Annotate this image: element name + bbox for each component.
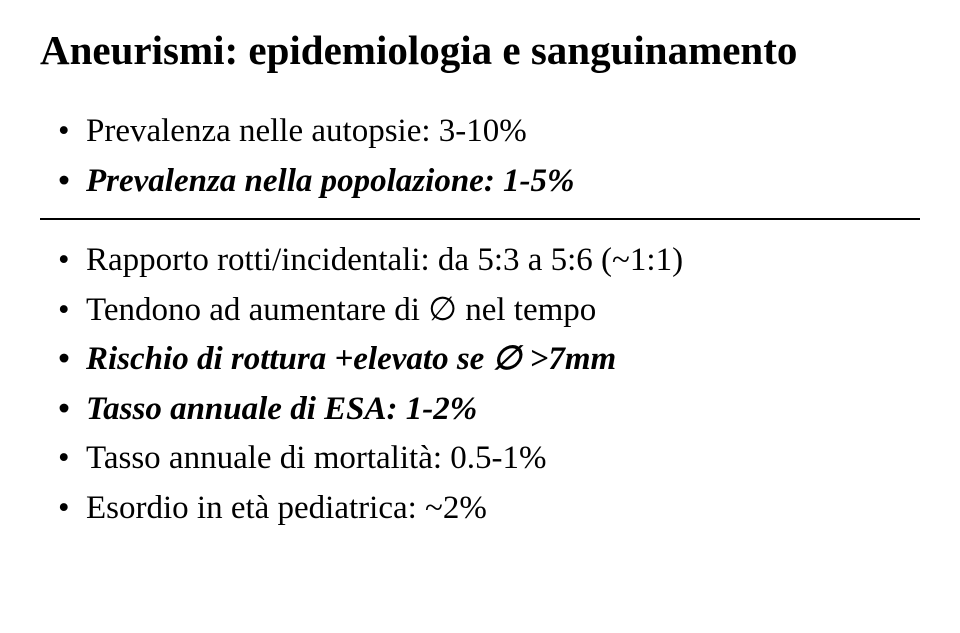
bullet-item: Prevalenza nella popolazione: 1-5% bbox=[58, 157, 920, 207]
slide-title: Aneurismi: epidemiologia e sanguinamento bbox=[40, 28, 920, 73]
bullet-item: Rischio di rottura +elevato se ∅ >7mm bbox=[58, 335, 920, 385]
section-1-list: Prevalenza nelle autopsie: 3-10% Prevale… bbox=[40, 107, 920, 206]
section-3-list: Esordio in età pediatrica: ~2% bbox=[40, 484, 920, 534]
slide: Aneurismi: epidemiologia e sanguinamento… bbox=[0, 0, 960, 633]
bullet-item: Rapporto rotti/incidentali: da 5:3 a 5:6… bbox=[58, 236, 920, 286]
bullet-text: Tasso annuale di ESA: 1-2% bbox=[86, 391, 477, 427]
bullet-item: Esordio in età pediatrica: ~2% bbox=[58, 484, 920, 534]
bullet-text: Esordio in età pediatrica: ~2% bbox=[86, 490, 487, 526]
bullet-item: Tasso annuale di ESA: 1-2% bbox=[58, 385, 920, 435]
bullet-text: Tendono ad aumentare di ∅ nel tempo bbox=[86, 292, 596, 328]
bullet-text: Prevalenza nella popolazione: 1-5% bbox=[86, 163, 575, 199]
bullet-text: Rischio di rottura +elevato se ∅ >7mm bbox=[86, 341, 616, 377]
bullet-item: Tendono ad aumentare di ∅ nel tempo bbox=[58, 286, 920, 336]
bullet-text: Prevalenza nelle autopsie: 3-10% bbox=[86, 113, 527, 149]
divider bbox=[40, 218, 920, 220]
bullet-item: Prevalenza nelle autopsie: 3-10% bbox=[58, 107, 920, 157]
bullet-text: Tasso annuale di mortalità: 0.5-1% bbox=[86, 440, 547, 476]
bullet-item: Tasso annuale di mortalità: 0.5-1% bbox=[58, 434, 920, 484]
bullet-text: Rapporto rotti/incidentali: da 5:3 a 5:6… bbox=[86, 242, 683, 278]
section-2-list: Rapporto rotti/incidentali: da 5:3 a 5:6… bbox=[40, 236, 920, 484]
